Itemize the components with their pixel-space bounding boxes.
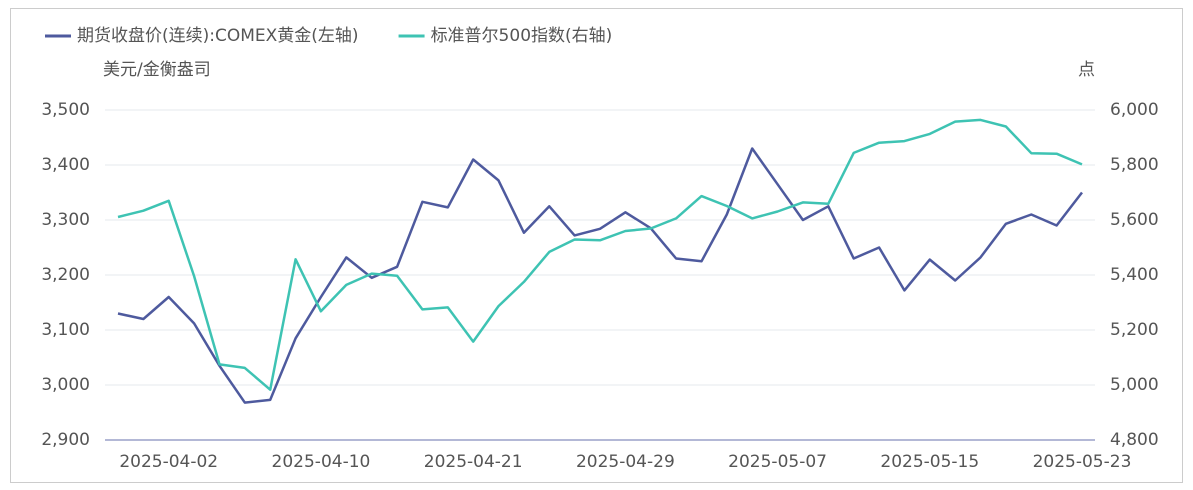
y-tick-label: 3,400 xyxy=(41,155,90,175)
x-tick-label: 2025-05-15 xyxy=(880,452,979,472)
legend-label: 标准普尔500指数(右轴) xyxy=(431,26,613,46)
y-tick-label: 3,100 xyxy=(41,320,90,340)
y-tick-label: 3,500 xyxy=(41,100,90,120)
y2-tick-label: 5,200 xyxy=(1110,320,1159,340)
x-tick-label: 2025-05-07 xyxy=(728,452,827,472)
x-tick-label: 2025-05-23 xyxy=(1033,452,1132,472)
y2-tick-label: 5,800 xyxy=(1110,155,1159,175)
y2-tick-label: 5,600 xyxy=(1110,210,1159,230)
series-line xyxy=(117,118,1083,391)
series-line xyxy=(117,147,1083,404)
y2-tick-label: 4,800 xyxy=(1110,430,1159,450)
y2-tick-label: 6,000 xyxy=(1110,100,1159,120)
frame xyxy=(10,8,1183,483)
y-tick-label: 3,000 xyxy=(41,375,90,395)
legend-label: 期货收盘价(连续):COMEX黄金(左轴) xyxy=(77,26,359,46)
y2-tick-label: 5,000 xyxy=(1110,375,1159,395)
x-tick-label: 2025-04-29 xyxy=(576,452,675,472)
y-tick-label: 2,900 xyxy=(41,430,90,450)
x-tick-label: 2025-04-02 xyxy=(119,452,218,472)
y-axis-label: 美元/金衡盎司 xyxy=(103,60,211,80)
x-tick-label: 2025-04-10 xyxy=(272,452,371,472)
y-tick-label: 3,200 xyxy=(41,265,90,285)
y2-tick-label: 5,400 xyxy=(1110,265,1159,285)
y2-axis-label: 点 xyxy=(1078,60,1095,80)
x-tick-label: 2025-04-21 xyxy=(424,452,523,472)
y-tick-label: 3,300 xyxy=(41,210,90,230)
